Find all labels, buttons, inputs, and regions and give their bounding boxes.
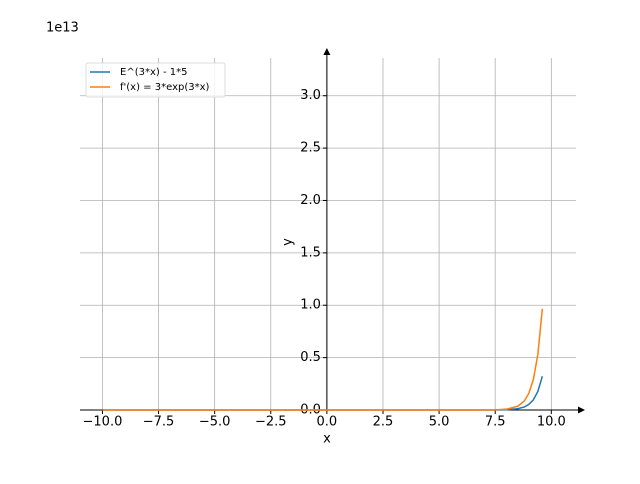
y-tick-label: 1.0	[300, 298, 321, 313]
y-arrow	[323, 48, 331, 55]
x-tick-label: 7.5	[485, 415, 506, 430]
y-tick-label: 3.0	[300, 88, 321, 103]
x-tick-label: 10.0	[537, 415, 566, 430]
x-tick-label: −5.0	[199, 415, 231, 430]
x-tick-label: −2.5	[255, 415, 287, 430]
series-line	[102, 308, 544, 411]
legend-label: E^(3*x) - 1*5	[120, 67, 187, 78]
legend-box	[85, 62, 226, 98]
offset-text: 1e13	[46, 21, 79, 36]
x-tick-label: −7.5	[143, 415, 175, 430]
x-axis-label: x	[323, 432, 331, 447]
legend-label: f'(x) = 3*exp(3*x)	[120, 82, 210, 93]
x-tick-label: 2.5	[373, 415, 394, 430]
y-tick-label: 2.5	[300, 141, 321, 156]
series-line	[102, 376, 544, 411]
y-tick-label: 2.0	[300, 193, 321, 208]
y-axis-label: y	[281, 238, 296, 246]
x-tick-label: 0.0	[317, 415, 338, 430]
x-tick-label: 5.0	[429, 415, 450, 430]
y-tick-label: 1.5	[300, 245, 321, 260]
x-tick-label: −10.0	[83, 415, 123, 430]
x-arrow	[578, 406, 585, 414]
y-tick-label: 0.5	[300, 350, 321, 365]
